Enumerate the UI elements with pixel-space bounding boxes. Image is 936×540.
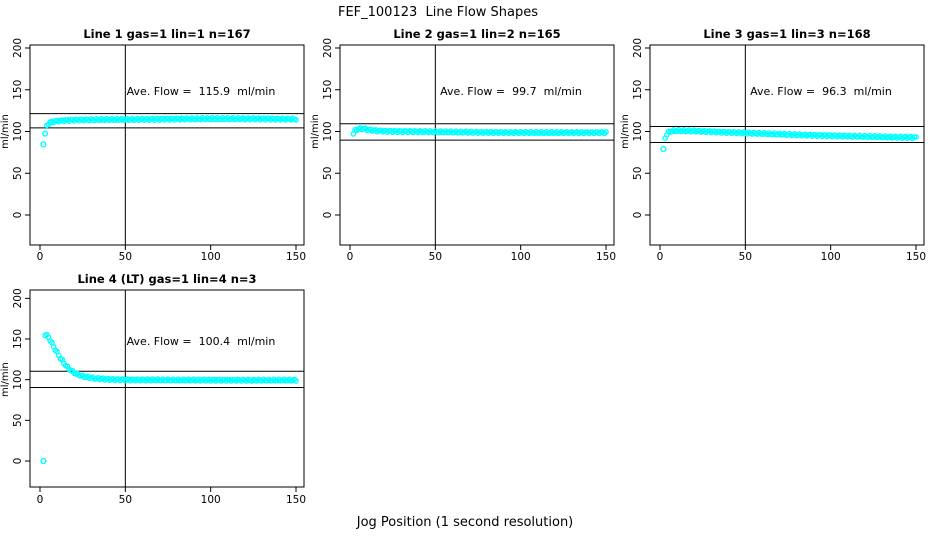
y-tick-label: 0 — [322, 212, 334, 219]
x-tick-label: 50 — [119, 494, 132, 506]
y-tick-label: 200 — [12, 38, 24, 58]
y-tick-label: 50 — [12, 167, 24, 180]
x-axis-label: Jog Position (1 second resolution) — [356, 515, 574, 530]
ave-flow-label: Ave. Flow = 99.7 ml/min — [440, 85, 582, 98]
x-tick-label: 150 — [286, 251, 306, 263]
x-tick-label: 100 — [511, 251, 531, 263]
x-axis-ticks: 0 50 100 150 — [657, 245, 926, 263]
y-tick-label: 150 — [12, 329, 24, 349]
outlier-point — [40, 457, 47, 465]
x-axis-ticks: 0 50 100 150 — [37, 487, 306, 506]
x-tick-label: 100 — [201, 494, 221, 506]
x-tick-label: 50 — [119, 251, 132, 263]
y-tick-label: 150 — [322, 80, 334, 100]
ave-flow-label: Ave. Flow = 115.9 ml/min — [127, 85, 276, 98]
y-tick-label: 0 — [12, 458, 24, 465]
y-tick-label: 100 — [322, 121, 334, 141]
x-tick-label: 150 — [906, 251, 926, 263]
y-axis-ticks: 0 50 100 150 200 — [322, 38, 340, 218]
y-tick-label: 150 — [632, 80, 644, 100]
panel-title: Line 1 gas=1 lin=1 n=167 — [83, 27, 250, 41]
y-tick-label: 200 — [12, 288, 24, 308]
reference-lines — [650, 45, 924, 245]
y-tick-label: 200 — [632, 38, 644, 58]
ave-flow-label: Ave. Flow = 96.3 ml/min — [750, 85, 892, 98]
plot-box — [29, 289, 305, 488]
y-tick-label: 50 — [322, 167, 334, 180]
data-point — [293, 378, 299, 384]
y-axis-unit-label: ml/min — [0, 114, 11, 149]
outlier-point — [40, 141, 47, 148]
y-axis-unit-label: ml/min — [310, 114, 321, 149]
panel-line-3: Line 3 gas=1 lin=3 n=168 0 50 100 150 0 50 100 1… — [620, 27, 926, 263]
panel-line-1: Line 1 gas=1 lin=1 n=167 0 50 100 150 0 50 100 1… — [0, 27, 306, 263]
x-tick-label: 50 — [739, 251, 752, 263]
x-tick-label: 0 — [347, 251, 354, 263]
x-tick-label: 100 — [201, 251, 221, 263]
y-tick-label: 100 — [12, 121, 24, 141]
outlier-point — [660, 145, 667, 153]
x-tick-label: 100 — [821, 251, 841, 263]
data-points — [660, 126, 919, 153]
x-tick-label: 0 — [657, 251, 664, 263]
x-tick-label: 50 — [429, 251, 442, 263]
x-tick-label: 150 — [596, 251, 616, 263]
x-axis-ticks: 0 50 100 150 — [347, 245, 616, 263]
y-axis-ticks: 0 50 100 150 200 — [12, 288, 30, 464]
y-axis-unit-label: ml/min — [0, 362, 11, 397]
y-tick-label: 0 — [632, 212, 644, 219]
y-axis-ticks: 0 50 100 150 200 — [632, 38, 650, 218]
y-tick-label: 50 — [632, 167, 644, 180]
data-point — [293, 117, 299, 123]
panel-title: Line 4 (LT) gas=1 lin=4 n=3 — [77, 272, 256, 286]
plot-box — [29, 44, 305, 246]
y-tick-label: 50 — [12, 414, 24, 427]
y-tick-label: 0 — [12, 212, 24, 219]
data-points — [350, 125, 609, 137]
panel-line-2: Line 2 gas=1 lin=2 n=165 0 50 100 150 0 50 100 1… — [310, 27, 616, 263]
outlier-point — [42, 130, 49, 137]
x-tick-label: 150 — [286, 494, 306, 506]
panel-title: Line 3 gas=1 lin=3 n=168 — [703, 27, 870, 41]
reference-lines — [340, 45, 614, 245]
data-points — [40, 331, 299, 465]
y-tick-label: 100 — [632, 121, 644, 141]
y-axis-unit-label: ml/min — [620, 114, 631, 149]
data-point — [913, 134, 919, 140]
data-points — [40, 114, 299, 148]
plot-box — [339, 44, 615, 246]
y-tick-label: 100 — [12, 370, 24, 390]
panel-title: Line 2 gas=1 lin=2 n=165 — [393, 27, 560, 41]
panel-line-4: Line 4 (LT) gas=1 lin=4 n=3 0 50 100 150 0 50 1… — [0, 272, 306, 506]
figure-title: FEF_100123 Line Flow Shapes — [337, 5, 539, 20]
x-tick-label: 0 — [37, 494, 44, 506]
y-tick-label: 200 — [322, 38, 334, 58]
x-axis-ticks: 0 50 100 150 — [37, 245, 306, 263]
x-tick-label: 0 — [37, 251, 44, 263]
y-axis-ticks: 0 50 100 150 200 — [12, 38, 30, 218]
ave-flow-label: Ave. Flow = 100.4 ml/min — [127, 335, 276, 348]
y-tick-label: 150 — [12, 80, 24, 100]
reference-lines — [30, 290, 304, 487]
plot-box — [649, 44, 925, 246]
reference-lines — [30, 45, 304, 245]
data-point — [603, 129, 609, 135]
